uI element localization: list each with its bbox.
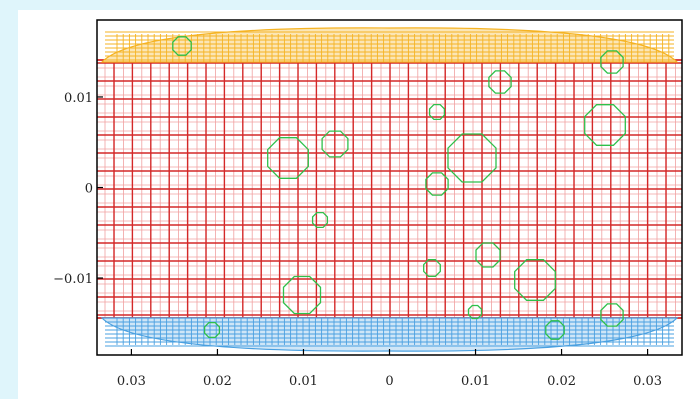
contour-octagon [423,259,441,277]
y-tick-label: 0.01 [64,91,93,106]
contour-shapes [172,36,626,340]
contour-octagon [267,137,309,179]
x-axis: 0.03 0.02 0.01 0 0.01 0.02 0.03 [117,349,662,389]
contour-octagon [425,172,449,196]
x-tick-label: 0.03 [633,374,662,389]
contour-octagon [203,321,221,339]
x-tick-label: 0.03 [117,374,146,389]
y-tick-label: 0 [85,182,93,197]
contour-octagon [584,104,626,146]
contour-octagon [428,103,446,121]
x-tick-label: 0.02 [203,374,232,389]
contour-octagon [172,36,192,56]
contour-octagon [600,50,624,74]
x-tick-label: 0.01 [461,374,490,389]
x-tick-label: 0 [385,374,393,389]
contour-octagon [447,133,497,183]
contour-octagon [545,320,565,340]
contour-octagon [488,70,512,94]
y-tick-label: −0.01 [53,272,93,287]
contour-octagon [514,259,556,301]
x-tick-label: 0.02 [547,374,576,389]
contour-octagon [600,303,624,327]
contour-octagon [475,242,501,268]
contour-octagon [282,275,322,315]
contour-octagon [467,304,483,320]
contour-octagon [311,211,329,229]
y-axis: 0.01 0 −0.01 [53,91,103,287]
top-layer-band [100,27,679,63]
bottom-layer-band [100,317,679,352]
contour-octagon [321,130,349,158]
x-tick-label: 0.01 [289,374,318,389]
